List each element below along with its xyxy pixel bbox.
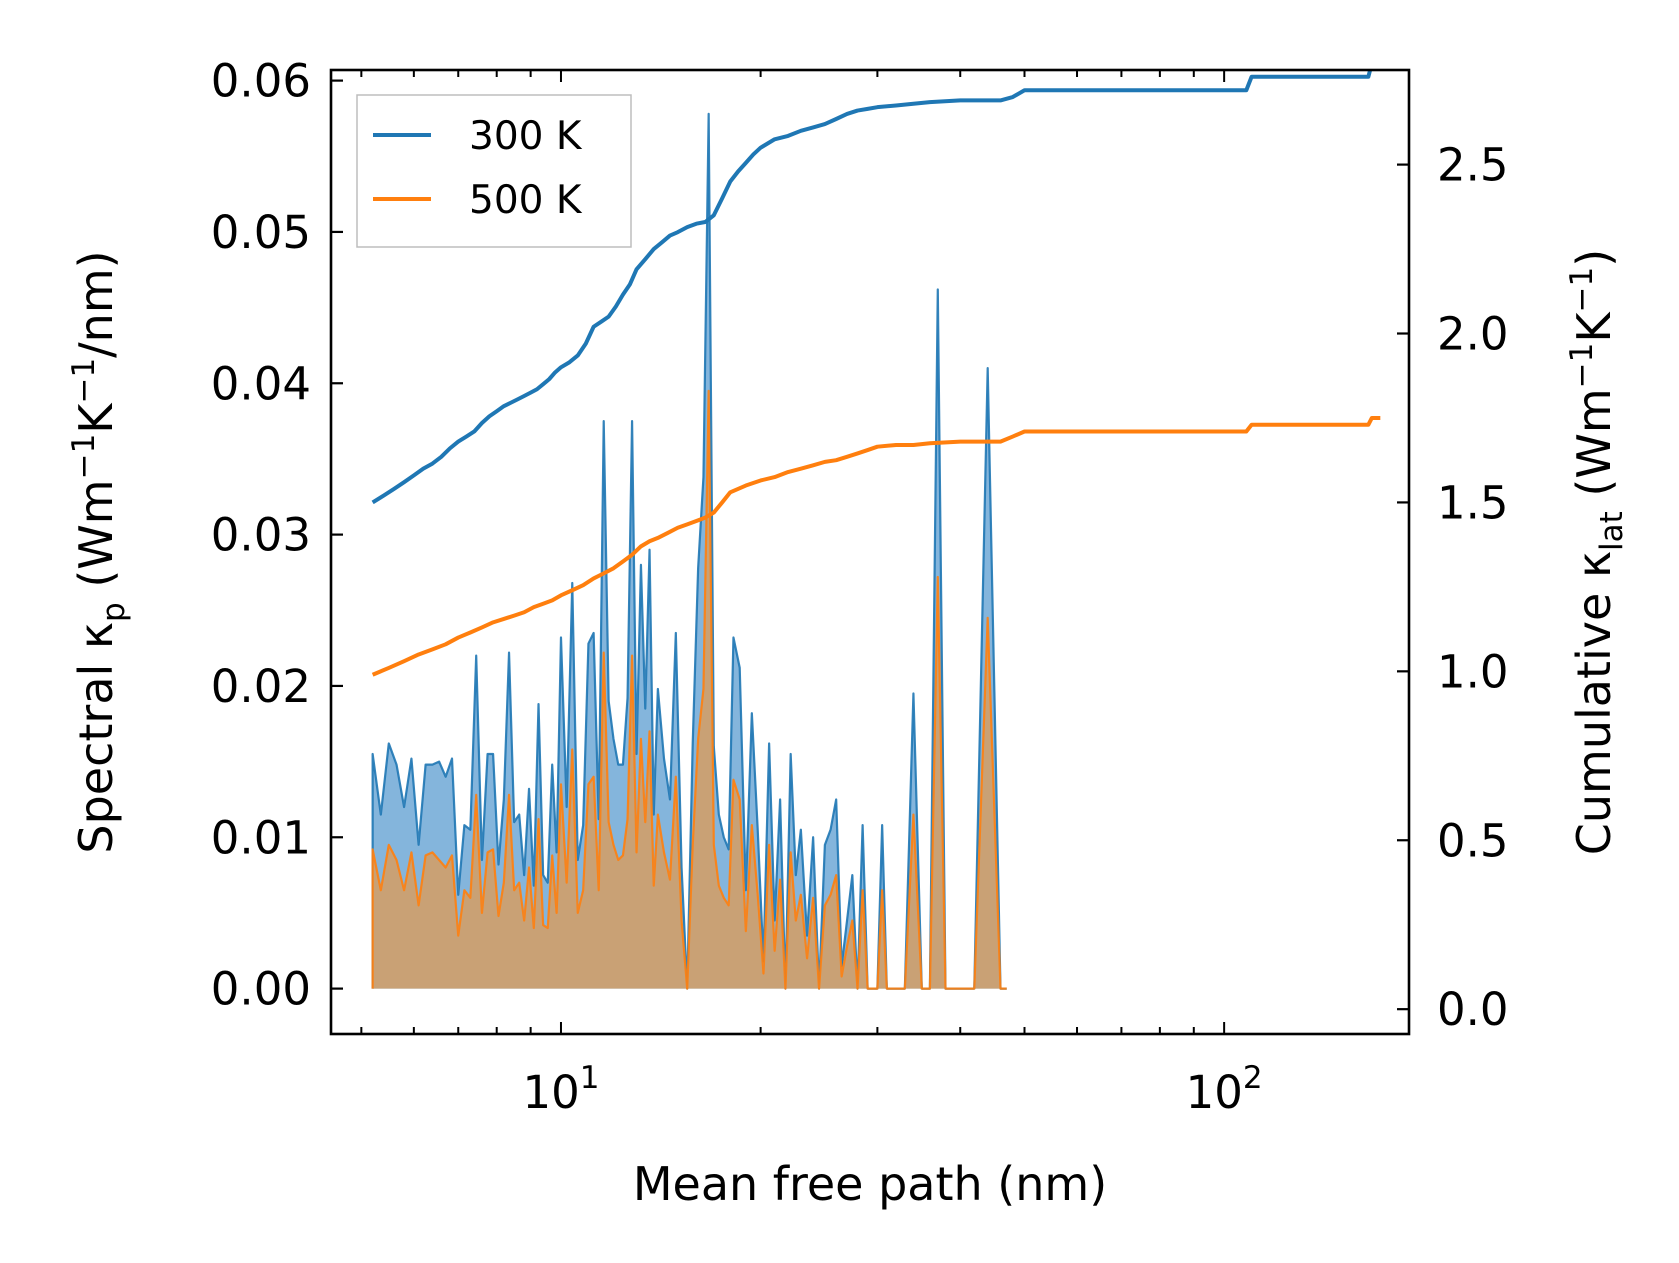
left-y-tick-label: 0.01: [211, 811, 311, 864]
left-y-tick-label: 0.02: [211, 660, 311, 713]
plot-area: [371, 70, 1381, 990]
spectral-line-500k: [371, 389, 1007, 990]
legend: 300 K 500 K: [356, 94, 632, 248]
left-y-tick-label: 0.05: [211, 206, 311, 259]
right-y-axis-title: Cumulative κlat (Wm−1K−1): [1564, 249, 1630, 855]
left-y-axis-title: Spectral κp (Wm−1K−1/nm): [66, 250, 132, 853]
left-y-tick-label: 0.06: [211, 55, 311, 108]
x-tick-label: 102: [1186, 1060, 1263, 1119]
left-y-tick-label: 0.00: [211, 963, 311, 1016]
right-y-tick-label: 1.0: [1437, 645, 1509, 698]
spectral-line-300k: [371, 112, 1007, 990]
cumulative-line-300k: [371, 70, 1373, 505]
right-y-tick-label: 2.0: [1437, 308, 1509, 361]
legend-label-300k: 300 K: [469, 114, 583, 159]
right-y-tick-label: 1.5: [1437, 476, 1509, 529]
x-tick-label: 101: [522, 1060, 599, 1119]
left-y-tick-label: 0.03: [211, 509, 311, 562]
left-y-tick-label: 0.04: [211, 357, 311, 410]
cumulative-line-500k: [371, 415, 1381, 677]
right-y-tick-label: 0.0: [1437, 983, 1509, 1036]
right-y-tick-label: 0.5: [1437, 814, 1509, 867]
x-axis-title: Mean free path (nm): [633, 1157, 1107, 1211]
axis-ticks: 0.00 0.01 0.02 0.03 0.04 0.05 0.06 0.0 0.5 1.0 1.5…: [211, 55, 1509, 1119]
right-y-tick-label: 2.5: [1437, 139, 1509, 192]
plot-frame: [329, 68, 1411, 1036]
legend-box: [356, 94, 632, 248]
legend-label-500k: 500 K: [469, 178, 583, 223]
